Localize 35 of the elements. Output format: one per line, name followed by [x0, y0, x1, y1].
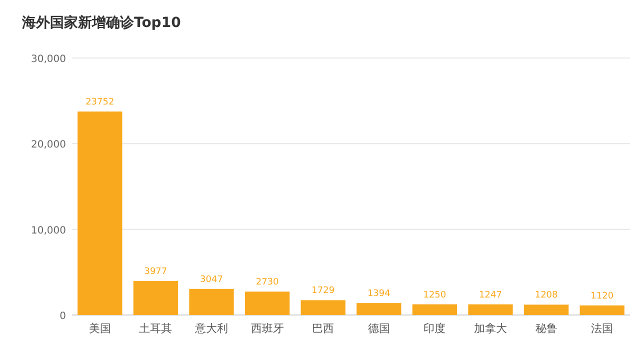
x-tick-label: 法国 — [591, 322, 614, 335]
data-label: 1250 — [423, 290, 446, 300]
bar — [524, 304, 569, 315]
bar — [189, 288, 234, 315]
chart-title: 海外国家新增确诊Top10 — [21, 14, 182, 31]
data-label: 1120 — [590, 291, 614, 302]
x-tick-label: 意大利 — [194, 322, 228, 335]
x-tick-label: 秘鲁 — [535, 322, 558, 335]
data-label: 3047 — [200, 274, 223, 285]
y-tick-label: 0 — [60, 311, 66, 322]
bar — [133, 280, 178, 315]
x-tick-label: 美国 — [88, 322, 111, 335]
bar — [244, 292, 290, 315]
bar — [412, 304, 458, 315]
y-tick-label: 10,000 — [31, 225, 66, 236]
data-label: 3977 — [144, 266, 168, 277]
bar — [78, 112, 122, 315]
x-tick-label: 加拿大 — [474, 322, 507, 335]
data-label: 1247 — [479, 290, 502, 300]
data-label: 2730 — [256, 278, 280, 288]
x-tick-label: 土耳其 — [139, 322, 172, 335]
bar — [468, 304, 513, 315]
bar — [300, 300, 346, 315]
data-label: 1208 — [534, 290, 558, 301]
data-label: 1394 — [367, 289, 391, 300]
data-label: 23752 — [86, 98, 114, 108]
bar — [356, 303, 402, 315]
bar — [580, 305, 624, 315]
y-tick-label: 30,000 — [31, 54, 66, 65]
x-tick-label: 德国 — [368, 322, 390, 335]
y-tick-label: 20,000 — [31, 140, 66, 151]
x-tick-label: 印度 — [424, 322, 446, 335]
x-tick-label: 西班牙 — [250, 322, 284, 335]
data-label: 1729 — [312, 286, 335, 296]
x-tick-label: 巴西 — [312, 322, 334, 335]
